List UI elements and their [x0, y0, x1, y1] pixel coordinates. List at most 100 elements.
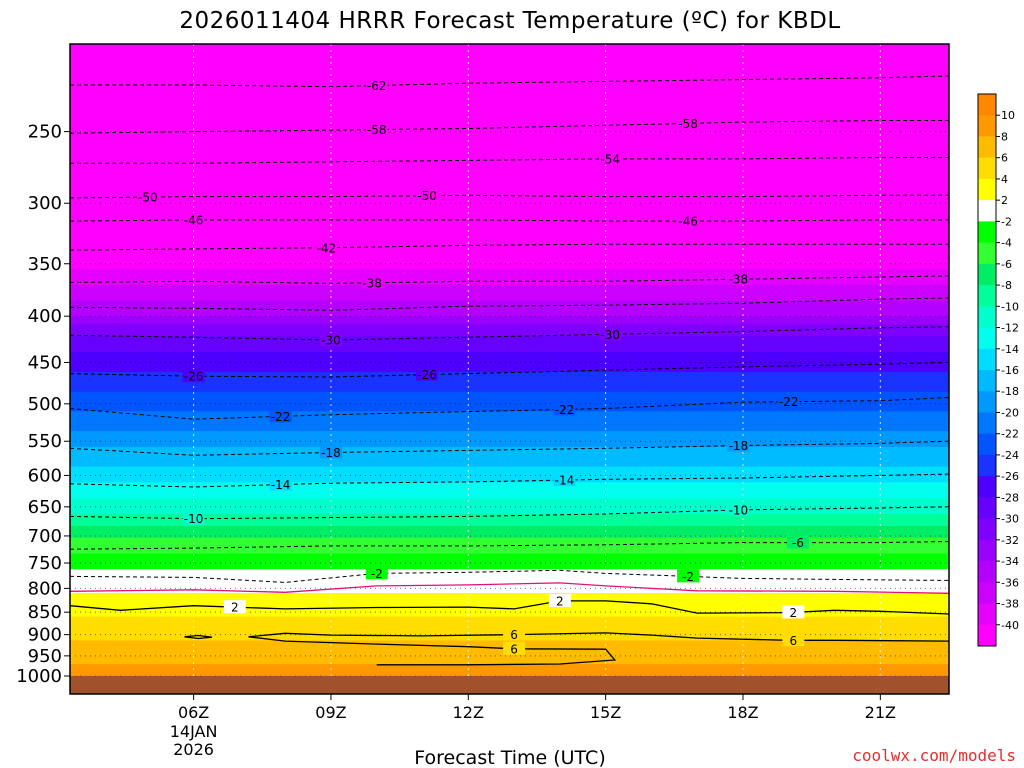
temperature-band — [70, 541, 949, 547]
contour-line — [70, 219, 949, 222]
temperature-band — [70, 83, 949, 89]
y-tick-label: 950 — [28, 646, 62, 667]
temperature-band — [70, 296, 949, 302]
contour-line — [70, 569, 949, 583]
contour-label: -54 — [600, 152, 620, 166]
temperature-band — [70, 178, 949, 183]
temperature-band — [70, 474, 949, 480]
temperature-band — [70, 186, 949, 191]
contour-lines — [70, 75, 949, 666]
temperature-band — [70, 107, 949, 112]
temperature-band — [70, 71, 949, 77]
temperature-band — [70, 51, 949, 57]
temperature-band — [70, 229, 949, 235]
temperature-band — [70, 585, 949, 590]
y-tick-label: 750 — [28, 553, 62, 574]
temperature-band — [70, 111, 949, 116]
colorbar-tick-label: -10 — [1001, 300, 1019, 313]
contour-label-bg — [269, 477, 292, 491]
contour-line — [70, 120, 949, 134]
colorbar-cell — [978, 157, 996, 180]
colorbar-cell — [978, 582, 996, 604]
colorbar-tick-label: -18 — [1001, 385, 1019, 398]
colorbar-tick-label: -22 — [1001, 428, 1019, 441]
contour-label: -62 — [367, 79, 387, 93]
colorbar-cell — [978, 263, 996, 286]
temperature-band — [70, 518, 949, 523]
contour-label-bg — [782, 605, 805, 619]
temperature-band — [70, 450, 949, 456]
temperature-band — [70, 446, 949, 452]
temperature-band — [70, 237, 949, 243]
temperature-band — [70, 190, 949, 195]
contour-label-bg — [599, 327, 622, 341]
colorbar-cell — [978, 497, 996, 520]
temperature-band — [70, 225, 949, 231]
temperature-band — [70, 656, 949, 661]
contour-label-bg — [599, 151, 622, 165]
contour-label: 6 — [510, 628, 518, 642]
temperature-band — [70, 75, 949, 81]
colorbar-cell — [978, 178, 996, 201]
temperature-band — [70, 553, 949, 559]
temperature-band — [70, 419, 949, 424]
temperature-band — [70, 328, 949, 333]
plot-frame — [69, 43, 950, 695]
temperature-band — [70, 91, 949, 96]
temperature-band — [70, 549, 949, 555]
contour-label-bg — [782, 633, 805, 647]
temperature-band — [70, 660, 949, 665]
temperature-band — [70, 600, 949, 606]
temperature-band — [70, 565, 949, 570]
contour-label-bg — [315, 240, 338, 254]
colorbar-tick-label: 2 — [1001, 194, 1008, 207]
contour-label: -10 — [184, 512, 204, 526]
temperature-band — [70, 205, 949, 211]
contour-label-bg — [182, 511, 205, 525]
contour-label-bg — [269, 409, 292, 423]
y-tick-label: 900 — [28, 625, 62, 646]
contour-label-bg — [365, 566, 388, 580]
colorbar-cell — [978, 539, 996, 562]
temperature-band — [70, 415, 949, 420]
contour-line — [70, 194, 949, 199]
temperature-band — [70, 99, 949, 104]
grid-lines — [70, 44, 949, 694]
colorbar-tick-label: 8 — [1001, 130, 1008, 143]
temperature-band — [70, 498, 949, 503]
colorbar-tick-label: -12 — [1001, 322, 1019, 335]
temperature-band — [70, 533, 949, 539]
temperature-band — [70, 529, 949, 535]
y-axis: 2503003504004505005506006507007508008509… — [16, 122, 70, 687]
temperature-band — [70, 67, 949, 73]
y-tick-label: 300 — [28, 193, 62, 214]
contour-label-bg — [223, 600, 246, 614]
temperature-band — [70, 257, 949, 262]
y-tick-label: 800 — [28, 578, 62, 599]
colorbar-tick-label: -38 — [1001, 598, 1019, 611]
temperature-band — [70, 423, 949, 428]
temperature-band — [70, 363, 949, 369]
temperature-band — [70, 411, 949, 416]
contour-label-bg — [182, 369, 205, 383]
y-tick-label: 500 — [28, 394, 62, 415]
temperature-band — [70, 466, 949, 472]
contour-label: -30 — [321, 333, 341, 347]
temperature-band — [70, 130, 949, 136]
colorbar-tick-label: 6 — [1001, 152, 1008, 165]
contour-label-bg — [365, 122, 388, 136]
temperature-band — [70, 162, 949, 168]
x-tick-label: 12Z — [453, 703, 484, 722]
temperature-band — [70, 336, 949, 341]
colorbar-cell — [978, 242, 996, 265]
credit-text[interactable]: coolwx.com/models — [852, 746, 1016, 765]
contour-label-bg — [786, 535, 809, 549]
colorbar-cell — [978, 348, 996, 371]
colorbar-tick-label: -28 — [1001, 491, 1019, 504]
colorbar-cell — [978, 454, 996, 477]
contour-label: -22 — [555, 403, 575, 417]
temperature-band — [70, 213, 949, 219]
contour-line — [70, 440, 949, 456]
contour-label: -6 — [792, 536, 804, 550]
